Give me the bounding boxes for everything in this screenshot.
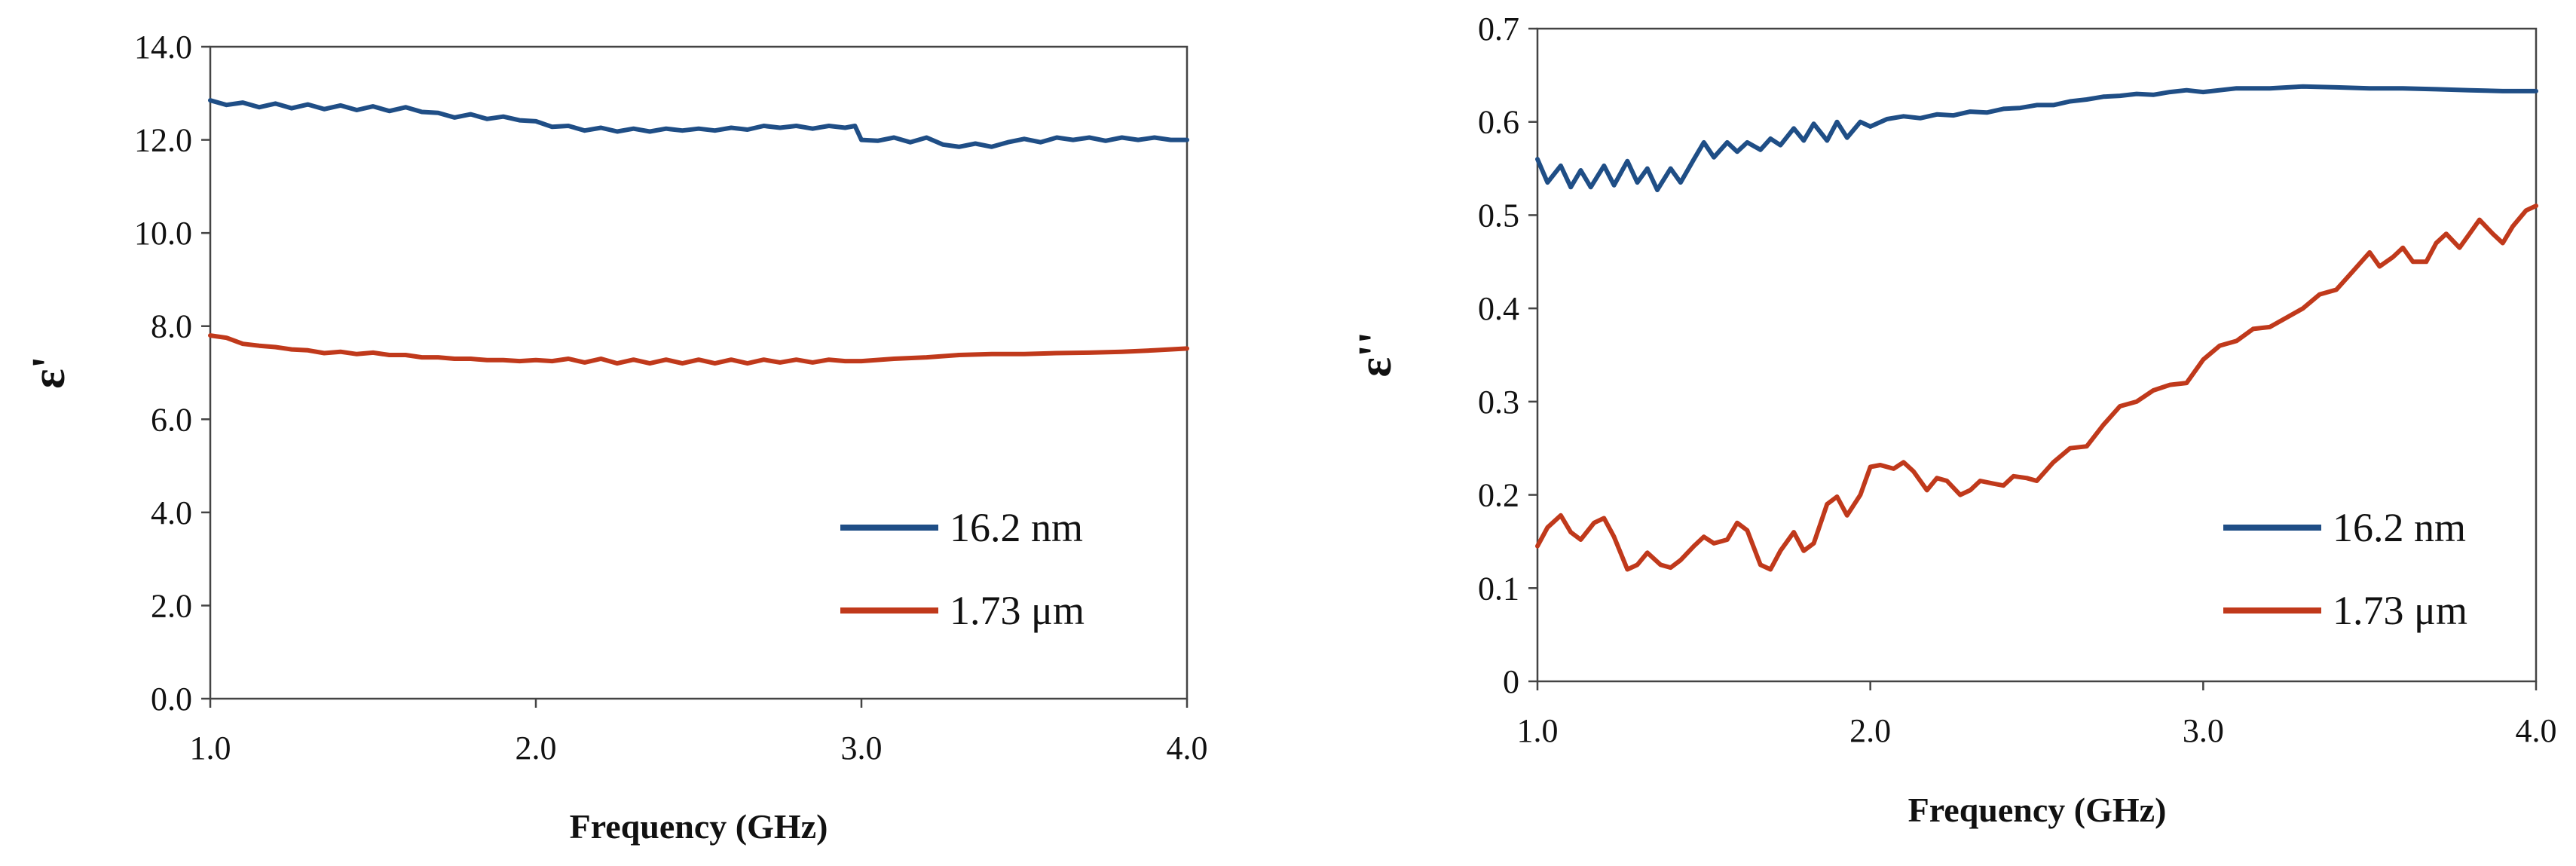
legend-right: 16.2 nm 1.73 μm [2223, 505, 2467, 633]
x-axis-title-right: Frequency (GHz) [1908, 791, 2167, 829]
series-line-16-2-nm [208, 98, 1189, 149]
x-tick-label: 4.0 [2516, 712, 2557, 749]
x-tick-label: 4.0 [1167, 730, 1208, 767]
y-tick-label: 4.0 [151, 494, 192, 531]
y-tick-label: 12.0 [134, 122, 192, 159]
y-tick-label: 0 [1503, 663, 1519, 700]
series-line-1-73-um [1535, 203, 2538, 572]
y-axis-title-left: ε' [23, 356, 75, 389]
y-tick-label: 2.0 [151, 587, 192, 624]
y-ticks-left: 0.0 2.0 4.0 6.0 8.0 10.0 12.0 14.0 [134, 29, 210, 718]
y-tick-label: 14.0 [134, 29, 192, 66]
y-tick-label: 0.4 [1478, 290, 1519, 327]
y-tick-label: 0.1 [1478, 570, 1519, 607]
x-axis-title-left: Frequency (GHz) [570, 807, 828, 846]
y-tick-label: 0.6 [1478, 104, 1519, 141]
x-ticks-right: 1.0 2.0 3.0 4.0 [1517, 681, 2557, 749]
x-tick-label: 1.0 [1517, 712, 1559, 749]
plot-area-left [209, 45, 1189, 700]
y-tick-label: 6.0 [151, 401, 192, 438]
chart-right: 0 0.1 0.2 0.3 0.4 0.5 0.6 0.7 1.0 2.0 3.0 4.0 Freq… [1350, 11, 2557, 829]
y-ticks-right: 0 0.1 0.2 0.3 0.4 0.5 0.6 0.7 [1478, 11, 1537, 700]
series-right [1535, 84, 2538, 572]
y-axis-title-right: ε'' [1350, 332, 1401, 378]
x-tick-label: 3.0 [841, 730, 883, 767]
y-tick-label: 8.0 [151, 308, 192, 345]
series-line-1-73-um [208, 333, 1189, 366]
y-tick-label: 10.0 [134, 215, 192, 252]
x-tick-label: 1.0 [190, 730, 231, 767]
x-tick-label: 2.0 [516, 730, 557, 767]
x-tick-label: 3.0 [2183, 712, 2224, 749]
plot-area-right [1536, 27, 2538, 683]
series-line-16-2-nm [1535, 84, 2538, 192]
y-tick-label: 0.2 [1478, 477, 1519, 514]
y-tick-label: 0.3 [1478, 384, 1519, 421]
legend-left: 16.2 nm 1.73 μm [840, 505, 1085, 633]
legend-label-1-73-um: 1.73 μm [2333, 588, 2467, 633]
series-left [208, 98, 1189, 366]
legend-label-16-2-nm: 16.2 nm [950, 505, 1083, 550]
legend-label-1-73-um: 1.73 μm [950, 588, 1085, 633]
y-tick-label: 0.0 [151, 681, 192, 718]
chart-left: 0.0 2.0 4.0 6.0 8.0 10.0 12.0 14.0 1.0 2.0 3.0 4.0… [23, 29, 1208, 846]
x-ticks-left: 1.0 2.0 3.0 4.0 [190, 699, 1208, 767]
legend-label-16-2-nm: 16.2 nm [2333, 505, 2466, 550]
y-tick-label: 0.5 [1478, 197, 1519, 234]
y-tick-label: 0.7 [1478, 11, 1519, 47]
x-tick-label: 2.0 [1849, 712, 1891, 749]
